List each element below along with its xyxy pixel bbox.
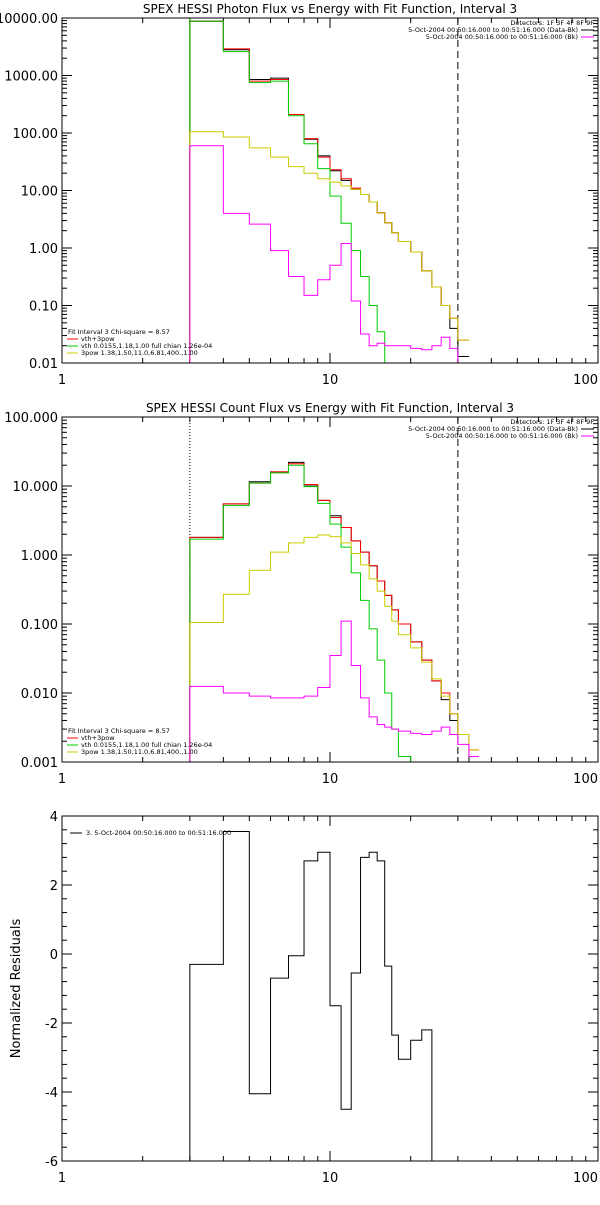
x-tick-label: 1	[58, 1171, 66, 1186]
plot-frame	[61, 416, 599, 763]
legend-entry: 5-Oct-2004 00:50:16.000 to 00:51:16.000 …	[426, 432, 578, 440]
series-line	[189, 464, 412, 762]
series-line	[189, 20, 469, 363]
series-line	[189, 20, 469, 363]
plot-frame	[61, 815, 599, 1162]
legend-entry: 5-Oct-2004 00:50:16.000 to 00:51:16.000 …	[408, 26, 578, 34]
series-line	[189, 461, 480, 762]
legend-entry: vth+3pow	[81, 734, 115, 742]
series-line	[189, 831, 458, 1161]
panel-count: SPEX HESSI Count Flux vs Energy with Fit…	[4, 401, 599, 787]
legend-entry: 3. 5-Oct-2004 00:50:16.000 to 00:51:16.0…	[86, 829, 231, 837]
series-line	[189, 20, 393, 363]
y-tick-label: -2	[45, 1017, 58, 1032]
y-tick-label: 1.00	[29, 242, 58, 257]
y-tick-label: 0.010	[21, 687, 58, 702]
x-tick-label: 10	[322, 772, 339, 787]
y-tick-label: 10.000	[13, 480, 59, 495]
series-line	[189, 534, 480, 762]
plot-frame	[61, 17, 599, 364]
legend-entry: Detectors: 1F 3F 4F 8F 9F	[510, 418, 594, 426]
y-tick-label: 1000.00	[4, 70, 58, 85]
series-line	[189, 620, 480, 762]
y-tick-label: 100.000	[4, 411, 58, 426]
y-tick-label: -4	[45, 1086, 58, 1101]
legend-entry: vth 0.0155,1.18,1.00 full chian 1.26e-04	[81, 741, 212, 749]
y-tick-label: 10.00	[21, 185, 58, 200]
y-tick-label: 0.100	[21, 618, 58, 633]
legend-entry: 5-Oct-2004 00:50:16.000 to 00:51:16.000 …	[426, 33, 578, 41]
panel-photon: SPEX HESSI Photon Flux vs Energy with Fi…	[0, 2, 599, 388]
y-axis-label: Normalized Residuals	[9, 919, 24, 1059]
series-line	[189, 145, 469, 363]
y-tick-label: 10000.00	[0, 12, 58, 27]
y-tick-label: 0	[50, 948, 58, 963]
legend-entry: 5-Oct-2004 00:50:16.000 to 00:51:16.000 …	[408, 425, 578, 433]
x-tick-label: 10	[322, 373, 339, 388]
x-tick-label: 1	[58, 373, 66, 388]
y-tick-label: -6	[45, 1155, 58, 1170]
legend-entry: Fit Interval 3 Chi-square = 8.57	[68, 328, 170, 336]
x-tick-label: 10	[322, 1171, 339, 1186]
plot-area	[189, 417, 480, 762]
legend-entry: 3pow 1.38,1.50,11.0,6.81,400.,1.00	[81, 349, 198, 357]
legend-entry: vth 0.0155,1.18,1.00 full chian 1.26e-04	[81, 342, 212, 350]
x-tick-label: 100	[573, 1171, 598, 1186]
legend-entry: Detectors: 1F 3F 4F 8F 9F	[510, 19, 594, 27]
panel-residuals: Normalized Residuals 1 10 100 -6 -4 -2 0 2 4 3. 5-…	[9, 810, 599, 1186]
x-tick-label: 100	[573, 772, 598, 787]
y-tick-label: 4	[50, 810, 58, 825]
x-tick-label: 1	[58, 772, 66, 787]
y-tick-label: 2	[50, 879, 58, 894]
legend-entry: 3pow 1.38,1.50,11.0,6.81,400.,1.00	[81, 748, 198, 756]
plot-area	[189, 831, 458, 1161]
plot-area	[189, 18, 469, 363]
legend-entry: Fit Interval 3 Chi-square = 8.57	[68, 727, 170, 735]
chart-title: SPEX HESSI Count Flux vs Energy with Fit…	[146, 401, 514, 415]
x-tick-label: 100	[573, 373, 598, 388]
y-tick-label: 0.01	[29, 357, 58, 372]
y-tick-label: 1.000	[21, 549, 58, 564]
y-tick-label: 0.10	[29, 300, 58, 315]
series-line	[189, 131, 469, 363]
series-line	[189, 463, 480, 762]
y-tick-label: 100.00	[13, 127, 59, 142]
chart-title: SPEX HESSI Photon Flux vs Energy with Fi…	[143, 2, 517, 16]
legend-entry: vth+3pow	[81, 335, 115, 343]
y-tick-label: 0.001	[21, 756, 58, 771]
